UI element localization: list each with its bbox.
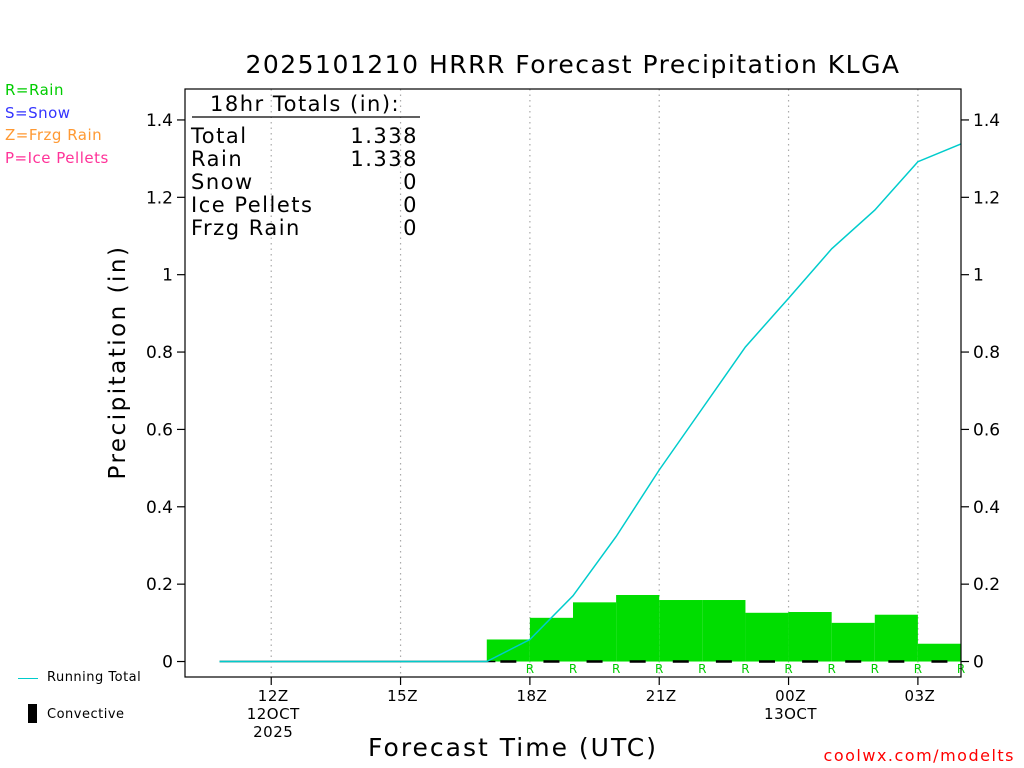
precip-bar xyxy=(616,594,660,662)
y-tick-label-left: 1.2 xyxy=(146,188,173,208)
ptype-marker: R xyxy=(612,662,620,676)
grid xyxy=(270,89,919,677)
running-total-legend-label: Running Total xyxy=(47,670,142,685)
totals-heading: 18hr Totals (in): xyxy=(210,92,400,116)
y-tick-label-left: 1.4 xyxy=(146,111,173,131)
y-tick-label-right: 1.4 xyxy=(973,111,1000,131)
precip-bar xyxy=(831,622,875,662)
running-total-series xyxy=(219,143,962,663)
totals-label-ice-pellets: Ice Pellets xyxy=(191,193,313,217)
ptype-marker: R xyxy=(827,662,835,676)
y-ticks-left: 0 0.2 0.4 0.6 0.8 1 1.2 1.4 xyxy=(146,111,185,673)
x-tick-label: 12OCT xyxy=(247,705,300,723)
totals-value-total: 1.338 xyxy=(350,124,418,148)
legend-rain: R=Rain xyxy=(5,81,64,99)
running-total-legend-line xyxy=(18,678,38,679)
totals-label-snow: Snow xyxy=(191,170,254,194)
precip-bar xyxy=(788,612,832,662)
y-tick-label-right: 0.4 xyxy=(973,498,1000,518)
x-tick-label: 13OCT xyxy=(764,705,817,723)
x-axis-label: Forecast Time (UTC) xyxy=(368,733,658,762)
legend-frzg-rain: Z=Frzg Rain xyxy=(5,126,103,144)
totals-label-frzg-rain: Frzg Rain xyxy=(191,216,301,240)
y-ticks-right: 0 0.2 0.4 0.6 0.8 1 1.2 1.4 xyxy=(961,111,1000,673)
y-tick-label-left: 0.8 xyxy=(146,343,173,363)
ptype-marker: R xyxy=(871,662,879,676)
precip-bar xyxy=(573,602,617,662)
ptype-marker: R xyxy=(655,662,663,676)
precip-bar xyxy=(874,614,918,662)
totals-box: 18hr Totals (in): Total 1.338 Rain 1.338… xyxy=(190,92,420,240)
precip-bar xyxy=(702,600,746,662)
y-tick-label-left: 0.4 xyxy=(146,498,173,518)
x-tick-label: 15Z xyxy=(387,687,418,705)
ptype-marker: R xyxy=(784,662,792,676)
y-tick-label-left: 0.6 xyxy=(146,420,173,440)
x-tick-label: 03Z xyxy=(904,687,935,705)
legend-snow: S=Snow xyxy=(5,104,71,122)
x-tick-label: 12Z xyxy=(258,687,289,705)
ptype-marker: R xyxy=(526,662,534,676)
totals-label-rain: Rain xyxy=(191,147,243,171)
y-tick-label-right: 1.2 xyxy=(973,188,1000,208)
chart-title: 2025101210 HRRR Forecast Precipitation K… xyxy=(245,50,901,79)
legend-ice-pellets: P=Ice Pellets xyxy=(5,149,109,167)
credit-link[interactable]: coolwx.com/modelts xyxy=(823,746,1015,765)
totals-value-ice-pellets: 0 xyxy=(403,193,418,217)
totals-value-snow: 0 xyxy=(403,170,418,194)
bars xyxy=(486,594,961,662)
ptype-marker: R xyxy=(698,662,706,676)
precip-bar xyxy=(745,612,789,662)
x-tick-label: 21Z xyxy=(646,687,677,705)
y-tick-label-left: 0 xyxy=(162,653,173,673)
y-tick-label-right: 0.6 xyxy=(973,420,1000,440)
x-tick-label: 18Z xyxy=(516,687,547,705)
y-tick-label-right: 1 xyxy=(973,266,984,286)
precip-bar xyxy=(917,643,961,662)
precip-bar xyxy=(529,617,573,662)
plot-frame xyxy=(184,88,962,678)
y-tick-label-right: 0.8 xyxy=(973,343,1000,363)
y-tick-label-right: 0 xyxy=(973,653,984,673)
ptype-marker: R xyxy=(569,662,577,676)
x-tick-label: 2025 xyxy=(253,723,293,741)
y-tick-label-right: 0.2 xyxy=(973,575,1000,595)
totals-label-total: Total xyxy=(190,124,248,148)
y-tick-label-left: 0.2 xyxy=(146,575,173,595)
x-tick-label: 00Z xyxy=(775,687,806,705)
ptype-marker: R xyxy=(914,662,922,676)
convective-legend-swatch xyxy=(28,704,37,723)
precip-bar xyxy=(659,600,703,662)
y-tick-label-left: 1 xyxy=(162,266,173,286)
totals-value-rain: 1.338 xyxy=(350,147,418,171)
ptype-marker: R xyxy=(741,662,749,676)
running-total-line xyxy=(219,143,962,663)
convective-legend-label: Convective xyxy=(47,707,125,722)
totals-value-frzg-rain: 0 xyxy=(403,216,418,240)
